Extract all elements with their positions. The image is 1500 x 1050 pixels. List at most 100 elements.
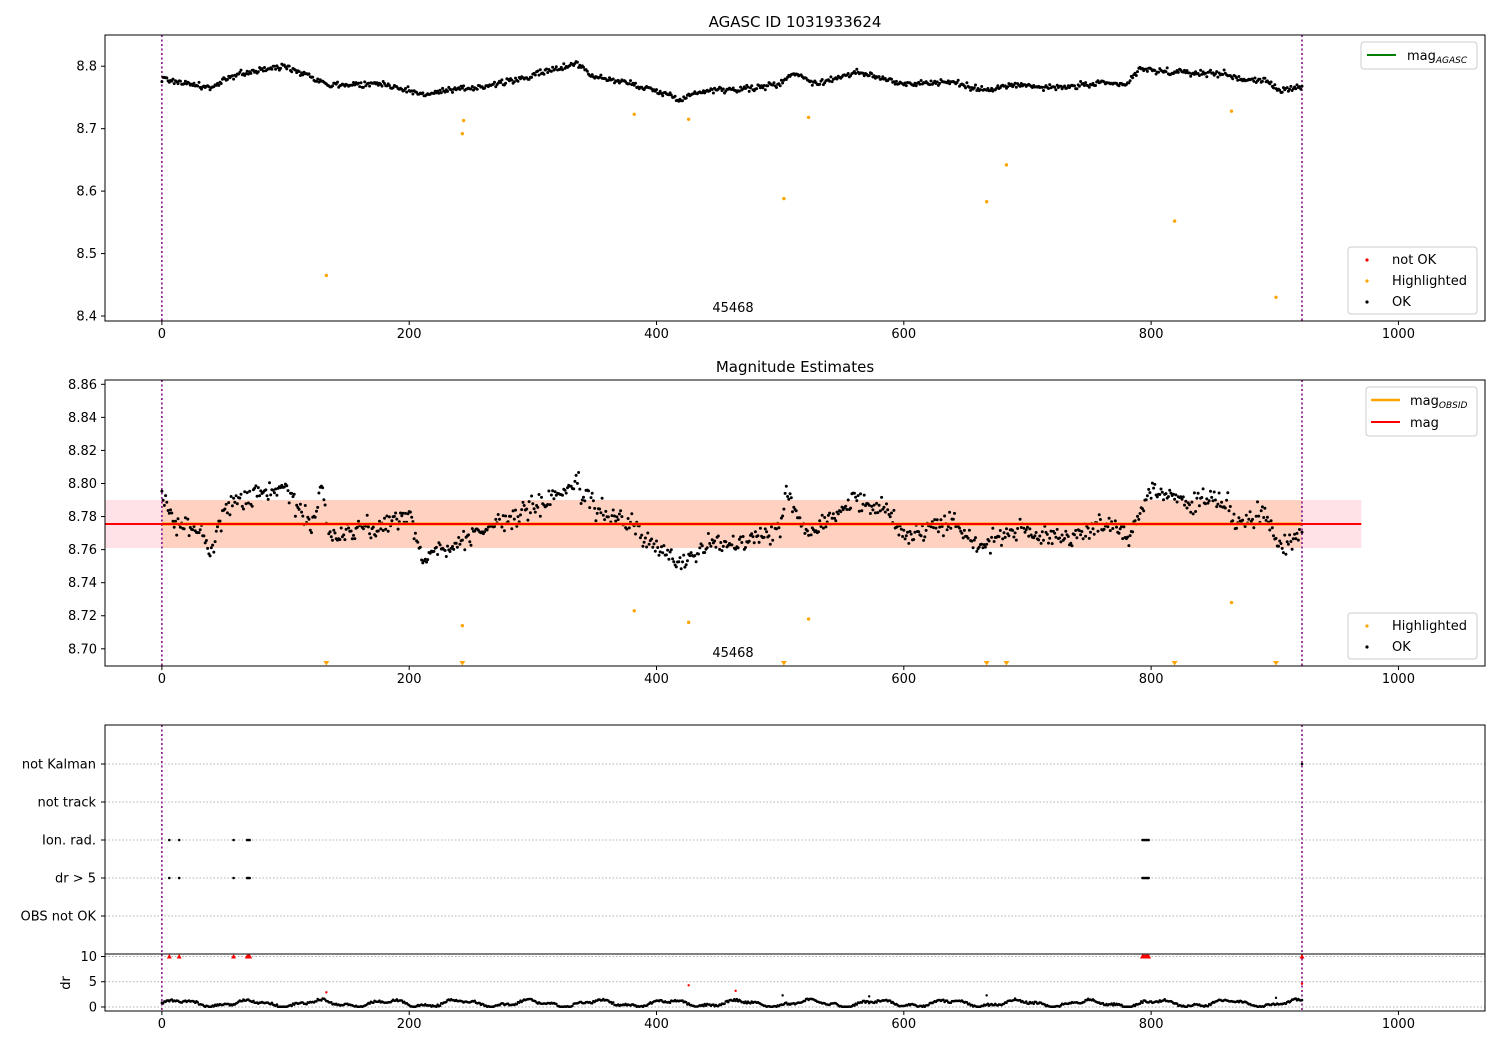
ok-point [672,560,676,564]
ok-point [203,541,207,545]
ok-point [594,519,598,523]
ok-point [519,513,522,517]
ok-point [1232,512,1236,516]
ok-point [721,87,725,91]
dr-point [438,1004,442,1007]
ok-point [549,69,553,73]
ok-point [683,565,687,569]
ok-point [1055,527,1059,531]
ok-point [1258,77,1262,81]
dr-point [473,999,477,1003]
ok-point [757,540,761,544]
ok-point [826,513,830,517]
ok-point [1059,84,1063,88]
ok-point [702,89,705,93]
ok-point [338,538,342,542]
dr-point [1141,1001,1144,1004]
ok-point [899,527,903,531]
ok-point [1145,494,1149,498]
ok-point [1023,530,1027,534]
ok-point [698,546,702,550]
x-tick-label: 1000 [1382,1017,1415,1032]
ok-point [233,500,237,504]
dr-panel-x-axis: 0 200 400 600 800 1000 [158,1011,1415,1032]
ok-point [259,489,263,493]
ok-point [883,510,887,514]
ok-point [245,69,249,73]
ok-point [1231,519,1235,523]
ok-point [752,541,756,545]
ok-point [912,84,916,87]
flag-point [232,876,235,880]
ok-point [604,509,608,513]
ok-point [943,514,947,518]
ok-point [1164,492,1168,496]
estimates-panel-title: Magnitude Estimates [716,358,874,376]
ok-point [1283,533,1287,537]
ok-point [724,540,728,544]
dr-point [555,1002,558,1006]
ok-point [1108,529,1112,533]
x-tick-label: 800 [1139,1017,1164,1032]
ok-point [803,531,807,535]
dr-point [735,997,739,1001]
ok-point [578,487,582,491]
ok-point [1063,84,1067,88]
ok-point [1029,533,1033,537]
ok-point [983,545,987,549]
ok-point [355,525,359,529]
ok-point [1226,491,1230,495]
ok-point [470,85,474,88]
ok-point [174,519,177,523]
highlighted-offscale-marker [983,661,990,666]
ok-point [700,544,704,548]
ok-point [946,525,950,528]
x-tick-label: 1000 [1382,672,1415,687]
ok-point [713,539,717,543]
ok-point [1097,513,1101,517]
ok-point [1022,526,1026,530]
ok-point [746,85,750,89]
ok-point [990,86,994,90]
ok-point [798,516,802,520]
x-tick-label: 600 [891,1017,916,1032]
ok-point [1159,487,1163,491]
ok-point [1007,534,1011,538]
ok-point [253,486,257,490]
ok-point [805,529,809,533]
dr-point [726,1000,730,1004]
dr-point [1138,1002,1142,1005]
ok-point [1087,85,1091,89]
ok-point [653,549,657,553]
ok-point [1184,499,1188,503]
ok-point [1296,538,1300,542]
ok-point [1300,530,1304,534]
ok-point [598,507,602,511]
ok-point [164,494,168,498]
dr-point [942,998,945,1002]
ok-point [720,549,724,553]
ok-point [781,514,785,518]
ok-point [890,511,893,515]
ok-point [1012,535,1016,539]
ok-point [1200,496,1204,499]
ok-point [1066,535,1070,538]
ok-point [912,538,916,541]
ok-point [771,538,775,542]
ok-point [634,81,637,85]
legend-mag-obsid-subscript: OBSID [1439,401,1468,411]
ok-point [1028,527,1032,531]
ok-point [329,535,333,539]
ok-point [762,535,766,539]
ok-point [896,524,900,528]
ok-point [917,530,921,534]
ok-point [394,511,398,515]
ok-point [1034,531,1038,534]
ok-point [660,92,663,95]
highlighted-point [460,623,465,628]
ok-point [1260,79,1264,83]
ok-point [1281,551,1285,555]
ok-point [361,85,365,89]
ok-point [961,536,965,540]
ok-point [1160,490,1164,494]
